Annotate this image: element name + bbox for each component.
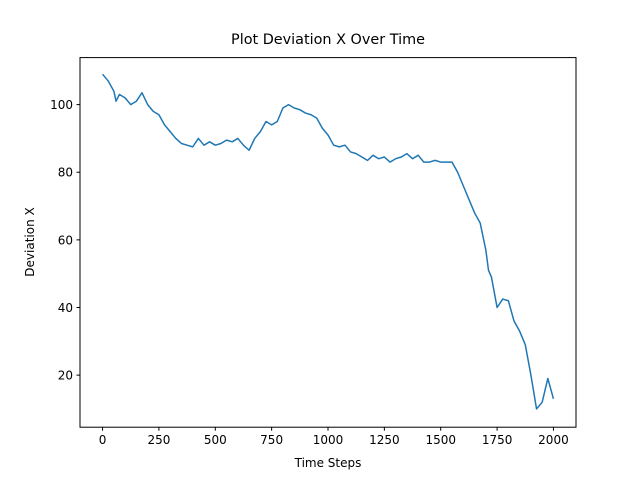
x-tick-label: 1750 xyxy=(482,433,513,447)
y-axis-label: Deviation X xyxy=(23,207,37,276)
x-tick-label: 0 xyxy=(99,433,107,447)
data-line xyxy=(101,73,555,410)
y-tick-label: 100 xyxy=(50,98,73,112)
y-tick-label: 60 xyxy=(58,233,73,247)
x-tick-label: 500 xyxy=(204,433,227,447)
plot-frame xyxy=(79,57,577,428)
x-tick-label: 750 xyxy=(260,433,283,447)
y-tick-label: 20 xyxy=(58,369,73,383)
chart-title: Plot Deviation X Over Time xyxy=(231,32,425,48)
x-tick-label: 2000 xyxy=(538,433,569,447)
x-tick-label: 1000 xyxy=(313,433,344,447)
x-axis-label: Time Steps xyxy=(294,456,362,470)
x-tick-label: 250 xyxy=(147,433,170,447)
x-tick-label: 1500 xyxy=(425,433,456,447)
y-tick-label: 40 xyxy=(58,301,73,315)
x-tick-label: 1250 xyxy=(369,433,400,447)
y-tick-label: 80 xyxy=(58,166,73,180)
